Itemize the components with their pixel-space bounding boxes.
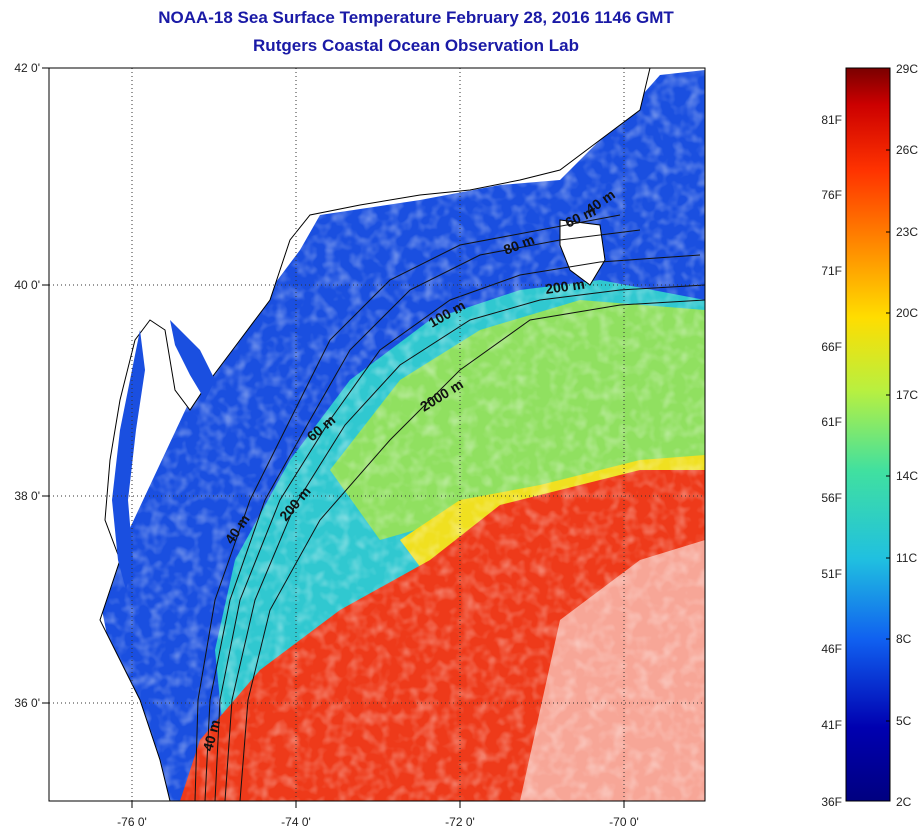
latitude-tick-label: 38 0'	[14, 489, 40, 503]
contour-label: 200 m	[544, 276, 586, 297]
colorbar-celsius-label: 8C	[896, 632, 912, 646]
colorbar-celsius-label: 20C	[896, 306, 918, 320]
colorbar-fahrenheit-label: 41F	[821, 718, 842, 732]
colorbar-celsius-label: 26C	[896, 143, 918, 157]
map-frame	[48, 67, 706, 802]
colorbar-celsius-label: 2C	[896, 795, 912, 809]
bathymetry-contours	[194, 214, 705, 801]
colorbar-fahrenheit-label: 81F	[821, 113, 842, 127]
latitude-tick-label: 40 0'	[14, 278, 40, 292]
delaware-bay	[170, 320, 215, 400]
frame-ticks	[42, 67, 625, 808]
colorbar-fahrenheit-label: 56F	[821, 491, 842, 505]
colorbar-fahrenheit-label: 66F	[821, 340, 842, 354]
chesapeake-bay	[112, 330, 145, 590]
map-subtitle: Rutgers Coastal Ocean Observation Lab	[253, 36, 579, 55]
colorbar-fahrenheit-label: 51F	[821, 567, 842, 581]
colorbar-fahrenheit-label: 76F	[821, 188, 842, 202]
colorbar-celsius-label: 14C	[896, 469, 918, 483]
colorbar-ticks	[886, 149, 890, 722]
land-mass	[49, 68, 651, 801]
colorbar	[845, 67, 891, 802]
longitude-tick-label: -74 0'	[281, 815, 311, 829]
colorbar-celsius-labels: 29C 26C 23C 20C 17C 14C 11C 8C 5C 2C	[896, 62, 918, 809]
colorbar-fahrenheit-labels: 81F 76F 71F 66F 61F 56F 51F 46F 41F 36F	[821, 113, 842, 809]
colorbar-celsius-label: 11C	[896, 551, 917, 565]
map-title: NOAA-18 Sea Surface Temperature February…	[158, 8, 674, 27]
latitude-tick-label: 36 0'	[14, 696, 40, 710]
colorbar-celsius-label: 29C	[896, 62, 918, 76]
map-panel	[49, 68, 705, 801]
longitude-tick-label: -76 0'	[117, 815, 147, 829]
colorbar-fahrenheit-label: 46F	[821, 642, 842, 656]
colorbar-fahrenheit-label: 36F	[821, 795, 842, 809]
longitude-tick-label: -70 0'	[609, 815, 639, 829]
graticule	[49, 68, 705, 801]
latitude-tick-label: 42 0'	[14, 61, 40, 75]
colorbar-fahrenheit-label: 71F	[821, 264, 842, 278]
longitude-tick-label: -72 0'	[445, 815, 475, 829]
colorbar-celsius-label: 17C	[896, 388, 918, 402]
colorbar-celsius-label: 5C	[896, 714, 912, 728]
colorbar-fahrenheit-label: 61F	[821, 415, 842, 429]
colorbar-celsius-label: 23C	[896, 225, 918, 239]
contour-label-group: 40 m 60 m 80 m 200 m 100 m 2000 m 60 m 2…	[199, 186, 617, 753]
contour-label: 40 m	[199, 718, 223, 753]
